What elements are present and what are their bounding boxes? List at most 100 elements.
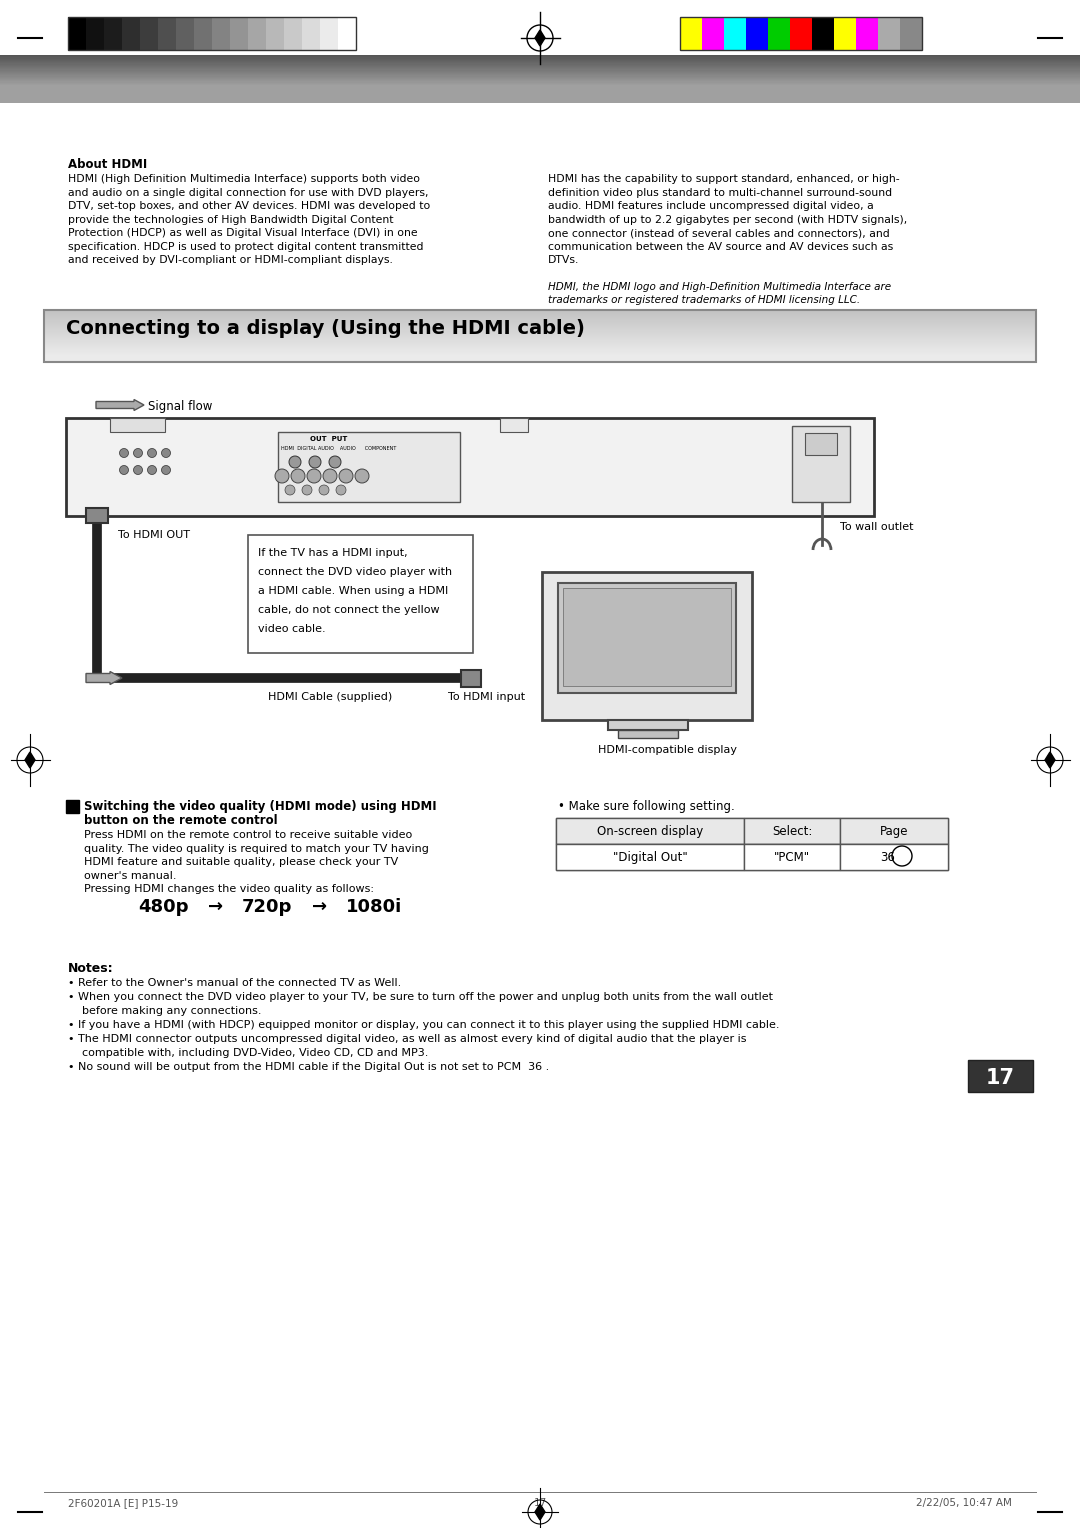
Bar [900, 17, 922, 50]
Bar [556, 843, 948, 869]
Text: Page: Page [880, 825, 908, 837]
Bar [680, 17, 702, 50]
Text: HDMI Cable (supplied): HDMI Cable (supplied) [268, 692, 392, 701]
Bar [556, 817, 948, 843]
Text: HDMI (High Definition Multimedia Interface) supports both video: HDMI (High Definition Multimedia Interfa… [68, 174, 420, 183]
Text: Connecting to a display (Using the HDMI cable): Connecting to a display (Using the HDMI … [66, 319, 585, 338]
Text: cable, do not connect the yellow: cable, do not connect the yellow [258, 605, 440, 614]
Text: HDMI-compatible display: HDMI-compatible display [598, 746, 737, 755]
Circle shape [148, 449, 157, 457]
Text: • The HDMI connector outputs uncompressed digital video, as well as almost every: • The HDMI connector outputs uncompresse… [68, 1034, 746, 1044]
Text: To HDMI input: To HDMI input [448, 692, 525, 701]
Bar [500, 419, 528, 432]
Bar [66, 419, 874, 516]
Bar [744, 817, 840, 843]
Text: →: → [312, 898, 327, 915]
Bar [563, 588, 731, 686]
Circle shape [355, 469, 369, 483]
Text: • When you connect the DVD video player to your TV, be sure to turn off the powe: • When you connect the DVD video player … [68, 992, 773, 1002]
Text: If the TV has a HDMI input,: If the TV has a HDMI input, [258, 549, 407, 558]
Text: • If you have a HDMI (with HDCP) equipped monitor or display, you can connect it: • If you have a HDMI (with HDCP) equippe… [68, 1021, 780, 1030]
Circle shape [162, 466, 171, 475]
Bar [556, 843, 744, 869]
Bar [768, 17, 789, 50]
Text: DTV, set-top boxes, and other AV devices. HDMI was developed to: DTV, set-top boxes, and other AV devices… [68, 202, 430, 211]
Circle shape [120, 466, 129, 475]
Bar [702, 17, 724, 50]
Text: HDMI, the HDMI logo and High-Definition Multimedia Interface are: HDMI, the HDMI logo and High-Definition … [548, 283, 891, 292]
Bar [140, 17, 158, 50]
Bar [278, 432, 460, 503]
Bar [618, 730, 678, 738]
Text: specification. HDCP is used to protect digital content transmitted: specification. HDCP is used to protect d… [68, 241, 423, 252]
Bar [212, 17, 230, 50]
Circle shape [323, 469, 337, 483]
Text: 17: 17 [534, 1497, 546, 1508]
Text: and audio on a single digital connection for use with DVD players,: and audio on a single digital connection… [68, 188, 429, 197]
Bar [461, 669, 481, 688]
Polygon shape [535, 31, 545, 46]
Text: 1080i: 1080i [346, 898, 402, 915]
Bar [878, 17, 900, 50]
Text: "PCM": "PCM" [774, 851, 810, 863]
Text: Pressing HDMI changes the video quality as follows:: Pressing HDMI changes the video quality … [84, 885, 374, 894]
Text: 480p: 480p [138, 898, 189, 915]
Text: a HDMI cable. When using a HDMI: a HDMI cable. When using a HDMI [258, 587, 448, 596]
Text: Switching the video quality (HDMI mode) using HDMI: Switching the video quality (HDMI mode) … [84, 801, 436, 813]
Text: 2F60201A [E] P15-19: 2F60201A [E] P15-19 [68, 1497, 178, 1508]
Text: 2/22/05, 10:47 AM: 2/22/05, 10:47 AM [916, 1497, 1012, 1508]
Text: and received by DVI-compliant or HDMI-compliant displays.: and received by DVI-compliant or HDMI-co… [68, 255, 393, 264]
Bar [248, 17, 266, 50]
Text: owner's manual.: owner's manual. [84, 871, 176, 880]
Text: trademarks or registered trademarks of HDMI licensing LLC.: trademarks or registered trademarks of H… [548, 295, 860, 306]
Bar [158, 17, 176, 50]
Bar [805, 432, 837, 455]
Bar [724, 17, 746, 50]
Bar [812, 17, 834, 50]
Circle shape [134, 449, 143, 457]
Text: →: → [208, 898, 224, 915]
Circle shape [285, 484, 295, 495]
Circle shape [302, 484, 312, 495]
Text: connect the DVD video player with: connect the DVD video player with [258, 567, 453, 578]
Bar [284, 17, 302, 50]
Text: On-screen display: On-screen display [597, 825, 703, 837]
Text: • No sound will be output from the HDMI cable if the Digital Out is not set to P: • No sound will be output from the HDMI … [68, 1062, 550, 1073]
Circle shape [289, 455, 301, 468]
Text: HDMI  DIGITAL AUDIO    AUDIO      COMPONENT: HDMI DIGITAL AUDIO AUDIO COMPONENT [281, 446, 396, 451]
Bar [86, 507, 108, 523]
Bar [608, 720, 688, 730]
Bar [840, 817, 948, 843]
Text: HDMI has the capability to support standard, enhanced, or high-: HDMI has the capability to support stand… [548, 174, 900, 183]
Bar [266, 17, 284, 50]
Text: "Digital Out": "Digital Out" [612, 851, 687, 863]
Bar [248, 535, 473, 652]
Circle shape [134, 466, 143, 475]
Text: OUT  PUT: OUT PUT [310, 435, 348, 442]
Bar [110, 419, 165, 432]
Bar [680, 17, 922, 50]
Text: To wall outlet: To wall outlet [840, 523, 914, 532]
Polygon shape [25, 752, 35, 769]
Circle shape [309, 455, 321, 468]
Polygon shape [1045, 752, 1055, 769]
Bar [176, 17, 194, 50]
Text: HDMI feature and suitable quality, please check your TV: HDMI feature and suitable quality, pleas… [84, 857, 399, 866]
Circle shape [319, 484, 329, 495]
Text: quality. The video quality is required to match your TV having: quality. The video quality is required t… [84, 843, 429, 854]
Bar [0, 0, 1080, 55]
Text: audio. HDMI features include uncompressed digital video, a: audio. HDMI features include uncompresse… [548, 202, 874, 211]
Circle shape [162, 449, 171, 457]
Text: • Make sure following setting.: • Make sure following setting. [558, 801, 734, 813]
FancyArrow shape [96, 399, 144, 411]
Text: 17: 17 [986, 1068, 1014, 1088]
Circle shape [329, 455, 341, 468]
Bar [230, 17, 248, 50]
Text: button on the remote control: button on the remote control [84, 814, 278, 827]
Bar [840, 843, 948, 869]
Bar [44, 310, 1036, 362]
Bar [744, 843, 840, 869]
Text: compatible with, including DVD-Video, Video CD, CD and MP3.: compatible with, including DVD-Video, Vi… [82, 1048, 429, 1057]
Bar [746, 17, 768, 50]
Bar [122, 17, 140, 50]
